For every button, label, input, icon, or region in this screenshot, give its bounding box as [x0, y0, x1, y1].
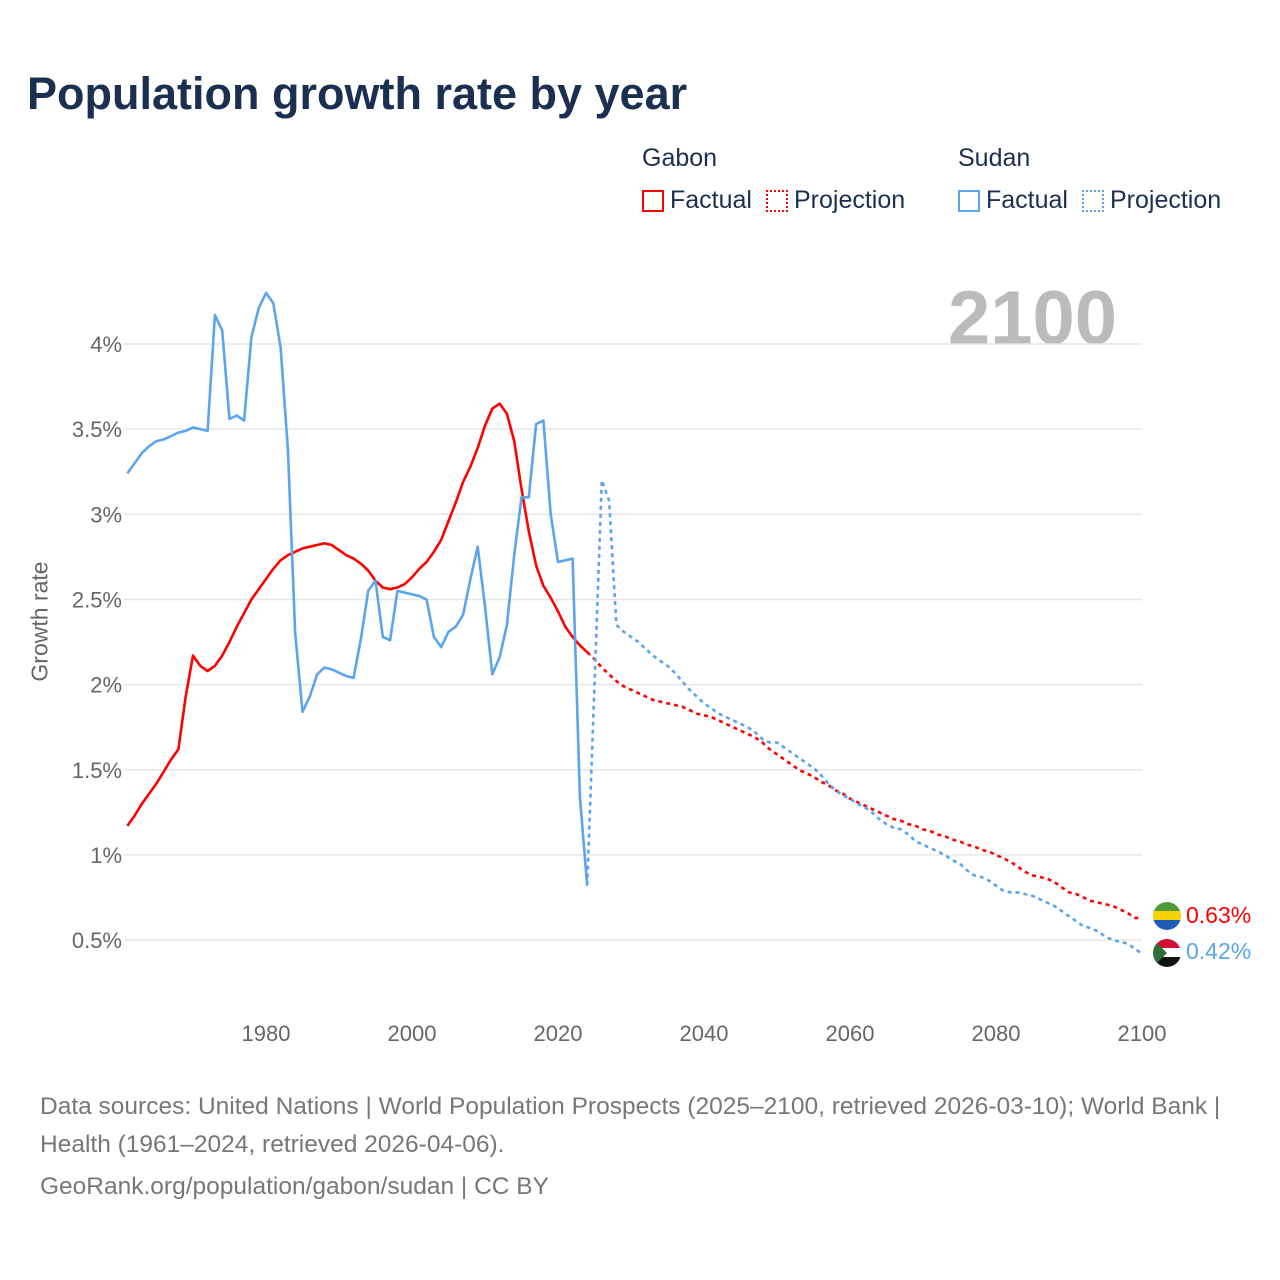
- legend-group-name: Sudan: [958, 144, 1031, 172]
- gabon-end-label: 0.63%: [1186, 902, 1251, 928]
- chart-plot: 0.5% 1% 1.5% 2% 2.5% 3% 3.5% 4% 1980 2000 2020 204…: [72, 291, 1251, 1046]
- x-tick-label: 2040: [680, 1021, 729, 1046]
- chart-title: Population growth rate by year: [27, 68, 688, 119]
- dotted-swatch-icon: [765, 189, 788, 212]
- legend-sudan: Sudan Factual Projection: [958, 144, 1221, 215]
- x-tick-label: 2000: [388, 1021, 437, 1046]
- y-tick-label: 2%: [90, 673, 122, 698]
- legend-gabon-factual[interactable]: Factual: [642, 186, 752, 215]
- legend-label: Factual: [670, 186, 752, 214]
- x-tick-label: 2080: [972, 1021, 1021, 1046]
- y-tick-label: 3%: [90, 502, 122, 527]
- gabon-factual-line: [126, 402, 589, 827]
- legend-label: Projection: [793, 186, 906, 214]
- legend-sudan-factual[interactable]: Factual: [958, 186, 1068, 215]
- x-tick-label: 1980: [242, 1021, 291, 1046]
- solid-swatch-icon: [642, 189, 664, 212]
- y-tick-label: 1.5%: [72, 758, 122, 783]
- data-sources: Data sources: United Nations | World Pop…: [40, 1093, 1221, 1158]
- footer: Data sources: United Nations | World Pop…: [40, 1088, 1240, 1206]
- sudan-factual-line: [126, 291, 589, 886]
- sudan-projection-line: [585, 478, 1143, 955]
- sudan-end-label: 0.42%: [1186, 938, 1251, 964]
- sudan-flag-icon: [1153, 939, 1181, 967]
- legend-label: Projection: [1109, 186, 1222, 214]
- y-tick-label: 2.5%: [72, 587, 122, 612]
- y-tick-label: 4%: [90, 332, 122, 357]
- current-year-label: 2100: [948, 276, 1118, 361]
- legend-gabon-projection[interactable]: Projection: [765, 186, 906, 215]
- y-tick-label: 1%: [90, 843, 122, 868]
- x-tick-label: 2020: [534, 1021, 583, 1046]
- y-tick-label: 3.5%: [72, 417, 122, 442]
- dotted-swatch-icon: [1081, 189, 1104, 212]
- legend-label: Factual: [986, 186, 1068, 214]
- gabon-flag-icon: [1153, 902, 1181, 930]
- credit-link[interactable]: GeoRank.org/population/gabon/sudan | CC …: [40, 1173, 549, 1200]
- legend-sudan-projection[interactable]: Projection: [1081, 186, 1222, 215]
- solid-swatch-icon: [958, 189, 980, 212]
- x-tick-label: 2100: [1118, 1021, 1167, 1046]
- y-tick-label: 0.5%: [72, 928, 122, 953]
- x-tick-label: 2060: [826, 1021, 875, 1046]
- legend-gabon: Gabon Factual Projection: [642, 144, 905, 215]
- legend-group-name: Gabon: [642, 144, 718, 172]
- gabon-projection-line: [586, 651, 1142, 920]
